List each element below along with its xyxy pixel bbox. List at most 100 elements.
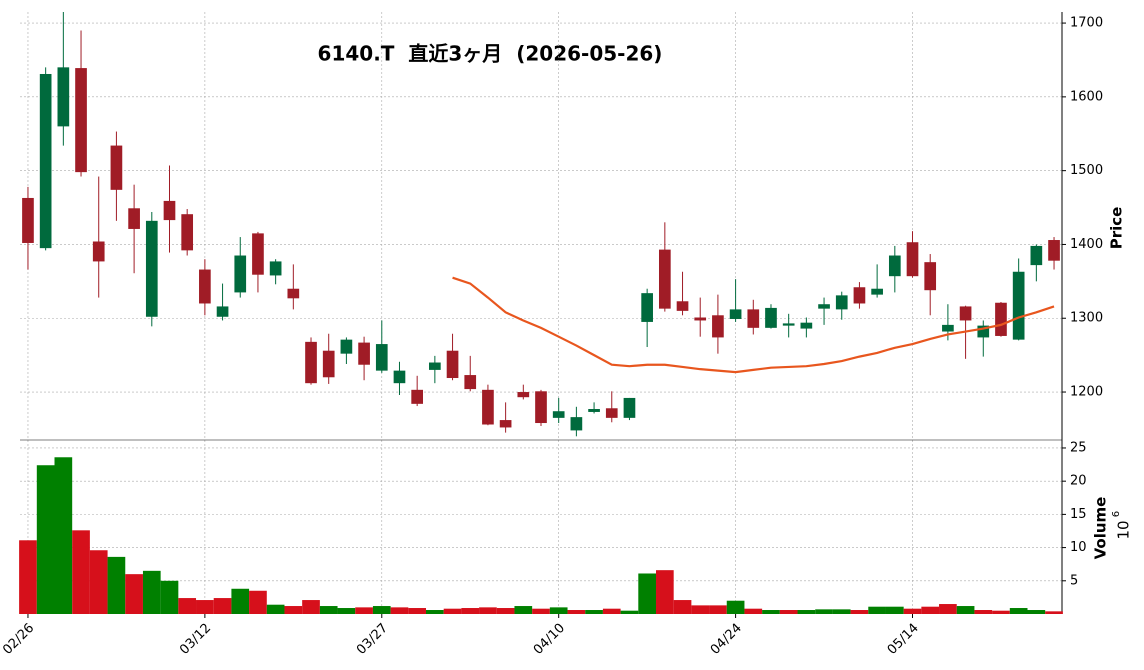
volume-bar: [1045, 611, 1063, 614]
candle-body: [464, 375, 477, 390]
volume-bar: [461, 608, 480, 614]
volume-bar: [426, 610, 444, 614]
volume-bar: [815, 609, 833, 614]
candle-body: [676, 301, 689, 311]
candle-body: [535, 391, 547, 424]
volume-bar: [266, 604, 285, 614]
moving-average-line: [452, 276, 1055, 374]
volume-bar: [673, 600, 692, 614]
candle-body: [322, 350, 335, 378]
candle-body: [287, 288, 300, 299]
volume-bar: [939, 604, 957, 614]
candle-body: [234, 255, 247, 293]
candle-body: [358, 342, 370, 365]
y-tick-label: 1700: [1070, 16, 1103, 31]
candle-body: [1048, 240, 1060, 261]
volume-bar: [992, 610, 1010, 614]
volume-bar: [885, 606, 904, 614]
volume-bar: [249, 590, 267, 614]
volume-bar: [620, 610, 639, 614]
y-axis-label: Price: [1108, 207, 1126, 250]
volume-bar: [655, 570, 674, 614]
volume-bar: [54, 457, 73, 614]
candle-body: [747, 309, 760, 328]
volume-bar: [302, 600, 320, 614]
volume-bar: [408, 608, 427, 614]
candle-body: [110, 145, 123, 190]
volume-bar: [372, 606, 391, 614]
candle-body: [517, 392, 530, 398]
candle-body: [818, 304, 830, 309]
volume-bar: [797, 610, 816, 614]
candle-body: [393, 370, 406, 384]
volume-y-tick-label: 25: [1070, 440, 1087, 455]
volume-bar: [178, 598, 197, 614]
volume-bar: [974, 610, 993, 614]
y-tick-label: 1400: [1070, 237, 1103, 252]
volume-bar: [956, 606, 975, 614]
volume-bar: [319, 606, 338, 614]
candle-body: [1012, 271, 1025, 340]
x-tick-label: 05/14: [885, 621, 922, 658]
candle-body: [429, 362, 441, 370]
candle-body: [888, 255, 901, 277]
candle-body: [959, 306, 972, 321]
volume-bar: [602, 608, 621, 614]
x-tick-label: 03/12: [177, 621, 214, 658]
y-tick-label: 1600: [1070, 89, 1103, 104]
volume-bar: [390, 607, 409, 614]
volume-bar: [196, 600, 214, 614]
volume-bar: [1027, 610, 1046, 614]
candle-body: [199, 269, 211, 304]
volume-bar: [160, 580, 179, 614]
volume-bar: [142, 570, 161, 614]
candle-body: [570, 417, 583, 431]
volume-bar: [567, 610, 586, 614]
volume-bar: [638, 573, 656, 614]
candle-body: [906, 242, 919, 277]
volume-bar: [726, 600, 745, 614]
volume-bar: [762, 610, 780, 614]
volume-bar: [479, 607, 497, 614]
volume-bar: [709, 605, 727, 614]
candle-body: [924, 262, 937, 291]
candle-body: [252, 233, 264, 275]
x-tick-label: 03/27: [354, 621, 391, 658]
candle-body: [552, 411, 565, 418]
volume-bar: [779, 610, 798, 614]
x-tick-label: 04/10: [531, 621, 568, 658]
y-tick-label: 1200: [1070, 385, 1103, 400]
candle-body: [57, 67, 70, 127]
volume-bar: [231, 588, 250, 614]
volume-bar: [72, 530, 90, 614]
volume-bar: [850, 610, 869, 614]
candle-body: [641, 293, 653, 322]
volume-bar: [903, 608, 922, 614]
candle-body: [446, 350, 459, 379]
volume-bar: [19, 540, 37, 614]
volume-y-tick-label: 15: [1070, 507, 1087, 522]
candle-body: [39, 73, 52, 249]
candle-body: [782, 323, 795, 326]
volume-bar: [355, 607, 373, 614]
candle-body: [482, 389, 494, 425]
candle-body: [729, 309, 742, 319]
volume-bar: [284, 606, 303, 614]
candle-body: [977, 325, 990, 338]
volume-bar: [585, 610, 603, 614]
volume-bar: [36, 465, 55, 614]
candle-body: [22, 197, 34, 243]
candle-body: [375, 344, 388, 371]
volume-bar: [89, 550, 108, 614]
candle-body: [340, 339, 353, 354]
y-tick-label: 1500: [1070, 163, 1103, 178]
volume-bar: [921, 606, 940, 614]
candle-body: [800, 322, 813, 329]
x-tick-label: 02/26: [0, 621, 37, 658]
candle-body: [623, 397, 636, 418]
candle-body: [75, 68, 87, 173]
candle-body: [694, 317, 707, 321]
volume-bar: [337, 608, 356, 614]
candle-body: [765, 307, 777, 328]
